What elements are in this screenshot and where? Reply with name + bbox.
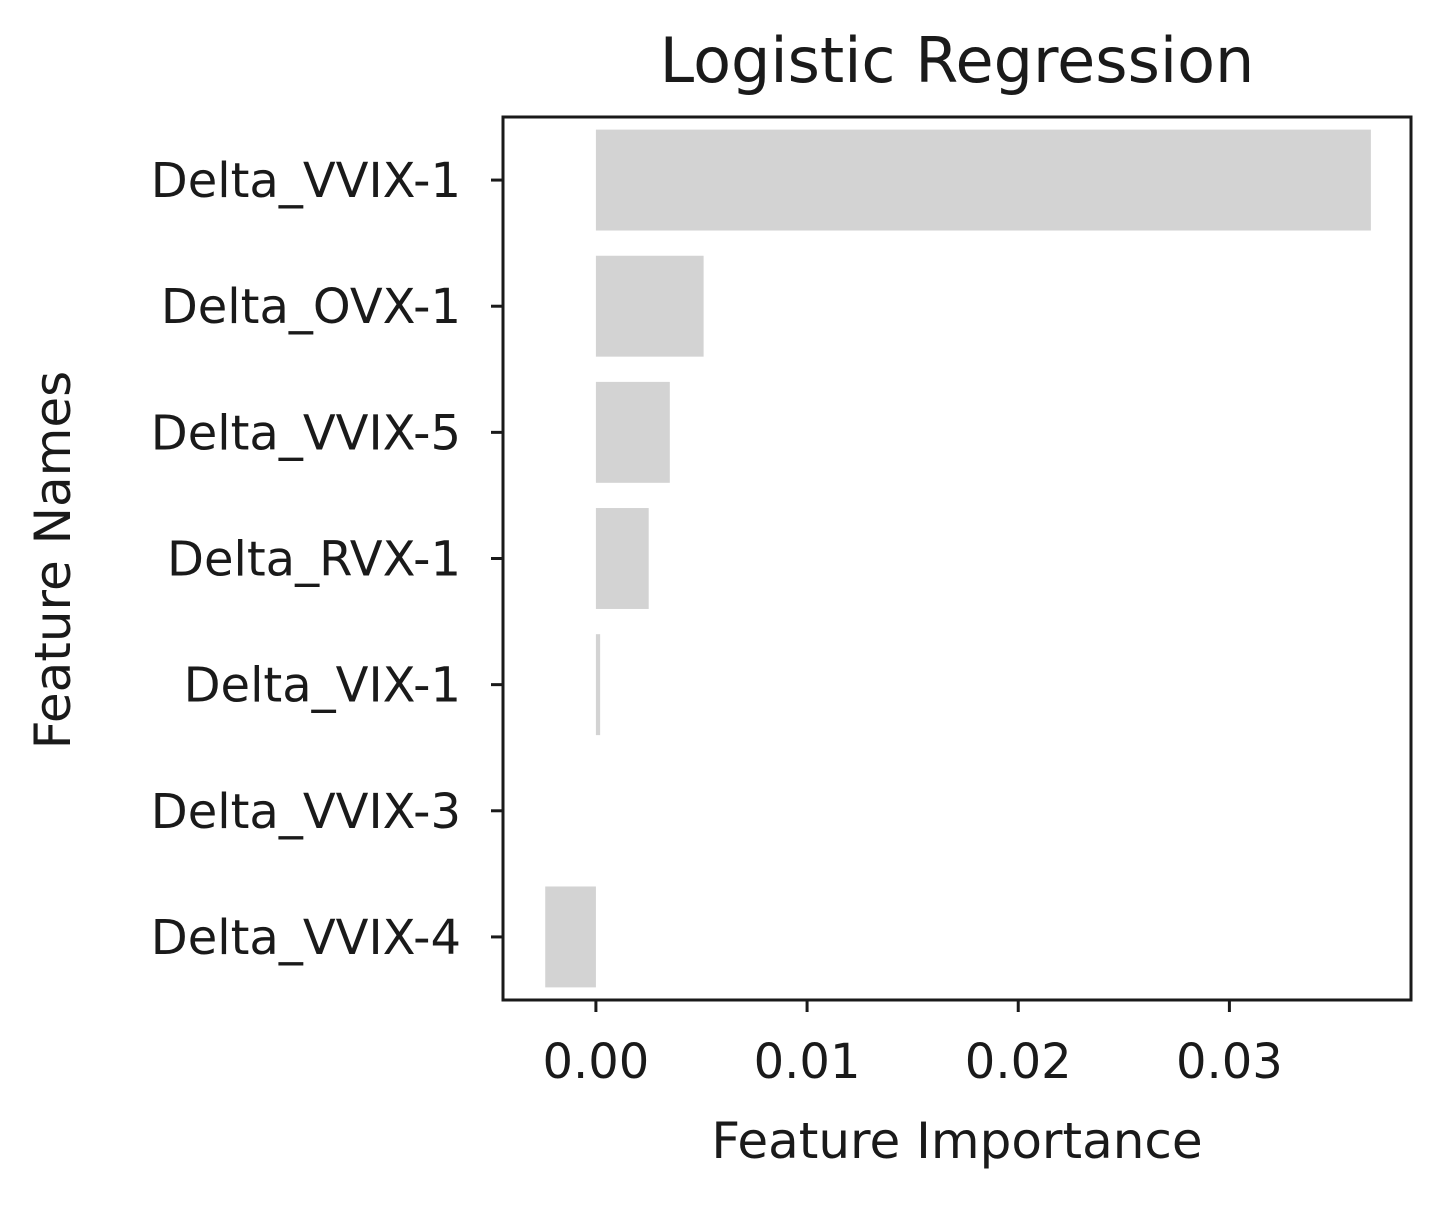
y-axis-label: Feature Names [24,371,82,749]
y-tick-label: Delta_OVX-1 [161,279,461,335]
y-tick-label: Delta_RVX-1 [167,532,461,588]
bar-delta-vix-1 [595,634,601,736]
y-tick-label: Delta_VVIX-3 [151,784,461,840]
x-tick-label: 0.02 [965,1034,1072,1090]
chart-title: Logistic Regression [660,24,1255,97]
y-tick-label: Delta_VVIX-4 [151,910,461,966]
bar-delta-ovx-1 [595,255,704,357]
bar-delta-vvix-1 [595,129,1371,231]
x-tick-label: 0.01 [754,1034,861,1090]
y-axis: Delta_VVIX-1 Delta_OVX-1 Delta_VVIX-5 Delta… [151,153,503,966]
x-axis: 0.00 0.01 0.02 0.03 [542,1000,1283,1090]
x-tick-label: 0.00 [542,1034,649,1090]
x-axis-label: Feature Importance [711,1112,1202,1170]
y-tick-label: Delta_VIX-1 [184,658,461,714]
y-tick-label: Delta_VVIX-1 [151,153,461,209]
bar-delta-rvx-1 [595,508,649,609]
x-tick-label: 0.03 [1176,1034,1283,1090]
bar-delta-vvix-5 [595,381,670,483]
bars-group [545,129,1371,988]
y-tick-label: Delta_VVIX-5 [151,405,461,461]
bar-delta-vvix-4 [545,886,596,988]
